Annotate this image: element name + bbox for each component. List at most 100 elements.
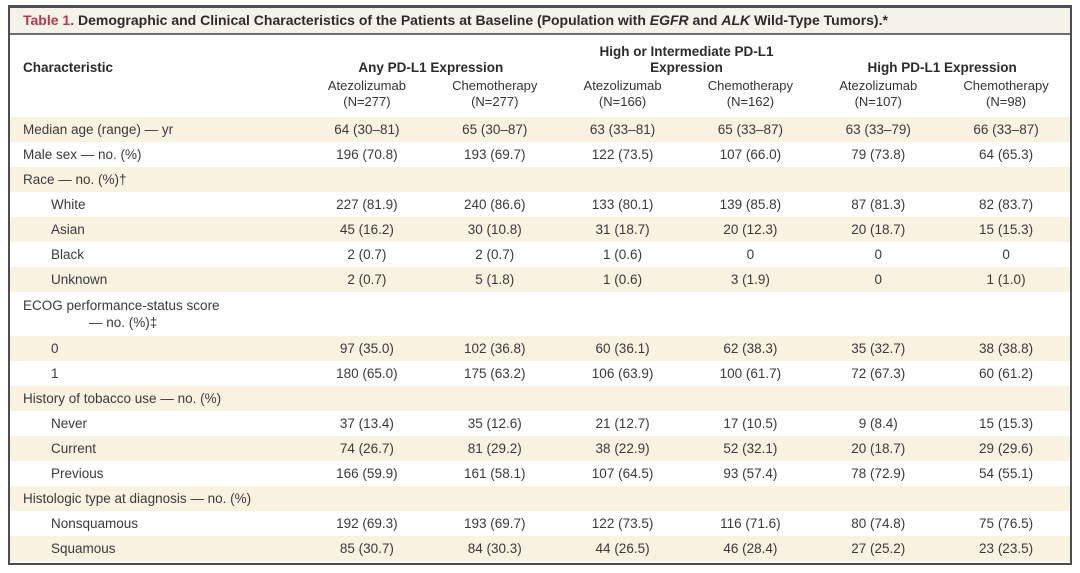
- table-row: Median age (range) — yr 64 (30–81) 65 (3…: [10, 117, 1070, 142]
- cell-value: 74 (26.7): [339, 441, 394, 456]
- arm-header: Atezolizumab (N=166): [559, 77, 687, 117]
- cell-value: 0: [874, 247, 882, 262]
- row-label-line1: ECOG performance-status score: [23, 298, 220, 313]
- cell-value: [559, 486, 687, 511]
- row-label: ECOG performance-status score — no. (%)‡: [10, 292, 303, 336]
- cell-value: 27 (25.2): [851, 541, 906, 556]
- row-label: Previous: [51, 466, 104, 481]
- cell-value: 0: [746, 247, 755, 262]
- table-row: Unknown 2 (0.7) 5 (1.8) 1 (0.6) 3 (1.9) …: [10, 267, 1070, 292]
- arm-header: Chemotherapy (N=98): [942, 77, 1070, 117]
- cell-value: 102 (36.8): [463, 341, 526, 356]
- cell-value: [942, 167, 1070, 192]
- cell-value: 139 (85.8): [719, 197, 782, 212]
- arm-drug: Atezolizumab: [327, 78, 406, 93]
- cell-value: 65 (30–87): [462, 122, 528, 137]
- cell-value: 122 (73.5): [591, 147, 654, 162]
- cell-value: [303, 386, 431, 411]
- cell-value: 15 (15.3): [979, 222, 1034, 237]
- cell-value: 64 (30–81): [334, 122, 400, 137]
- cell-value: 3 (1.9): [730, 272, 770, 287]
- cell-value: 85 (30.7): [339, 541, 394, 556]
- cell-value: 133 (80.1): [591, 197, 654, 212]
- row-label: History of tobacco use — no. (%): [23, 391, 222, 406]
- arm-header-row: Atezolizumab (N=277) Chemotherapy (N=277) …: [10, 77, 1070, 117]
- cell-value: 80 (74.8): [851, 516, 906, 531]
- group-header-high-pdl1: High PD-L1 Expression: [867, 60, 1017, 75]
- cell-value: 2 (0.7): [347, 247, 387, 262]
- cell-value: [559, 292, 687, 336]
- table-row: Male sex — no. (%) 196 (70.8) 193 (69.7)…: [10, 142, 1070, 167]
- cell-value: 107 (66.0): [719, 147, 782, 162]
- cell-value: 37 (13.4): [339, 416, 394, 431]
- cell-value: 66 (33–87): [973, 122, 1039, 137]
- cell-value: [303, 486, 431, 511]
- cell-value: [686, 486, 814, 511]
- gene-egfr: EGFR: [649, 12, 689, 28]
- arm-header-spacer: [10, 77, 303, 117]
- arm-n: (N=277): [471, 94, 519, 109]
- cell-value: 84 (30.3): [467, 541, 522, 556]
- cell-value: [431, 167, 559, 192]
- cell-value: 2 (0.7): [475, 247, 515, 262]
- cell-value: 107 (64.5): [591, 466, 654, 481]
- cell-value: 116 (71.6): [720, 516, 781, 531]
- cell-value: 193 (69.7): [463, 516, 526, 531]
- row-label-line2: — no. (%)‡: [89, 315, 158, 330]
- row-label: Black: [51, 247, 85, 262]
- cell-value: 240 (86.6): [463, 197, 526, 212]
- cell-value: 78 (72.9): [851, 466, 906, 481]
- group-header-high-or-intermediate-pdl1: High or Intermediate PD-L1 Expression: [599, 44, 774, 75]
- row-label: Current: [51, 441, 97, 456]
- cell-value: 193 (69.7): [463, 147, 526, 162]
- cell-value: 54 (55.1): [979, 466, 1034, 481]
- cell-value: 15 (15.3): [979, 416, 1034, 431]
- cell-value: 44 (26.5): [595, 541, 650, 556]
- arm-n: (N=277): [343, 94, 391, 109]
- table-row: Previous 166 (59.9) 161 (58.1) 107 (64.5…: [10, 461, 1070, 486]
- cell-value: 52 (32.1): [723, 441, 778, 456]
- table-number-label: Table 1.: [23, 12, 75, 28]
- cell-value: [431, 292, 559, 336]
- characteristics-table: Characteristic Any PD-L1 Expression High…: [10, 35, 1070, 561]
- cell-value: 20 (18.7): [851, 441, 906, 456]
- arm-drug: Chemotherapy: [707, 78, 794, 93]
- arm-header: Chemotherapy (N=162): [686, 77, 814, 117]
- table-row: Squamous 85 (30.7) 84 (30.3) 44 (26.5) 4…: [10, 536, 1070, 561]
- cell-value: 5 (1.8): [475, 272, 515, 287]
- row-label: Median age (range) — yr: [23, 122, 174, 137]
- arm-header: Atezolizumab (N=277): [303, 77, 431, 117]
- table-section-row: Histologic type at diagnosis — no. (%): [10, 486, 1070, 511]
- cell-value: 196 (70.8): [336, 147, 398, 162]
- row-label: Squamous: [51, 541, 116, 556]
- table-row: White 227 (81.9) 240 (86.6) 133 (80.1) 1…: [10, 192, 1070, 217]
- table-section-row: ECOG performance-status score — no. (%)‡: [10, 292, 1070, 336]
- group-header-row: Characteristic Any PD-L1 Expression High…: [10, 35, 1070, 77]
- cell-value: 38 (22.9): [595, 441, 650, 456]
- cell-value: [431, 386, 559, 411]
- row-label: Never: [51, 416, 88, 431]
- row-label: Male sex — no. (%): [23, 147, 142, 162]
- arm-n: (N=166): [598, 94, 647, 109]
- cell-value: 63 (33–81): [589, 122, 656, 137]
- cell-value: [303, 167, 431, 192]
- table-row: 0 97 (35.0) 102 (36.8) 60 (36.1) 62 (38.…: [10, 336, 1070, 361]
- table-title-text: Demographic and Clinical Characteristics…: [74, 12, 650, 28]
- cell-value: 23 (23.5): [979, 541, 1034, 556]
- cell-value: [814, 486, 942, 511]
- table-row: Current 74 (26.7) 81 (29.2) 38 (22.9) 52…: [10, 436, 1070, 461]
- cell-value: 45 (16.2): [339, 222, 394, 237]
- cell-value: [814, 292, 942, 336]
- cell-value: 38 (38.8): [979, 341, 1034, 356]
- cell-value: [686, 167, 814, 192]
- cell-value: [559, 386, 687, 411]
- table-row: Asian 45 (16.2) 30 (10.8) 31 (18.7) 20 (…: [10, 217, 1070, 242]
- row-label: Nonsquamous: [51, 516, 139, 531]
- cell-value: [814, 386, 942, 411]
- cell-value: 63 (33–79): [845, 122, 911, 137]
- arm-n: (N=107): [854, 94, 902, 109]
- cell-value: 17 (10.5): [723, 416, 778, 431]
- cell-value: [431, 486, 559, 511]
- arm-n: (N=98): [986, 94, 1027, 109]
- cell-value: 93 (57.4): [723, 466, 778, 481]
